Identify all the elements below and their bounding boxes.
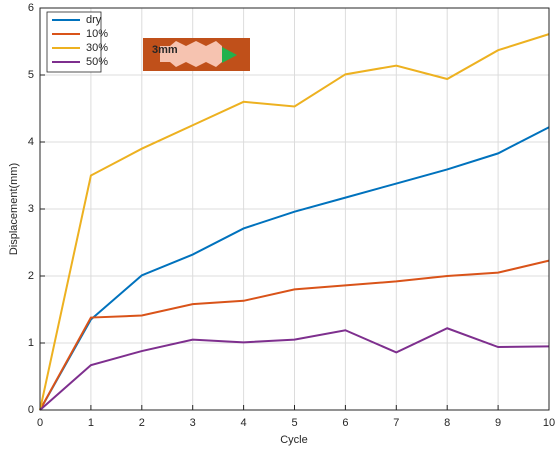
y-tick-label: 1 [28, 337, 34, 349]
y-tick-label: 2 [28, 270, 34, 282]
x-tick-label: 2 [139, 417, 145, 429]
chart: 0 1 2 3 4 5 6 0 1 2 3 4 5 6 7 8 9 10 Cycle Displacement(m… [0, 0, 558, 453]
x-tick-label: 6 [342, 417, 348, 429]
inset-annotation: 3mm [152, 44, 178, 56]
legend: dry 10% 30% 50% [47, 12, 108, 72]
x-tick-label: 1 [88, 417, 94, 429]
legend-label: 10% [86, 28, 108, 40]
legend-label: 50% [86, 56, 108, 68]
legend-label: 30% [86, 42, 108, 54]
x-tick-label: 3 [190, 417, 196, 429]
y-tick-label: 0 [28, 404, 34, 416]
x-tick-label: 5 [291, 417, 297, 429]
x-tick-label: 7 [393, 417, 399, 429]
y-axis-label: Displacement(mm) [8, 163, 20, 255]
x-tick-label: 9 [495, 417, 501, 429]
inset-figure: 3mm [143, 38, 250, 71]
x-tick-label: 0 [37, 417, 43, 429]
y-tick-label: 6 [28, 2, 34, 14]
x-axis-label: Cycle [280, 434, 308, 446]
x-tick-label: 4 [241, 417, 247, 429]
x-tick-label: 8 [444, 417, 450, 429]
y-tick-label: 3 [28, 203, 34, 215]
legend-label: dry [86, 14, 102, 26]
x-tick-label: 10 [543, 417, 555, 429]
y-tick-label: 5 [28, 69, 34, 81]
y-tick-label: 4 [28, 136, 34, 148]
